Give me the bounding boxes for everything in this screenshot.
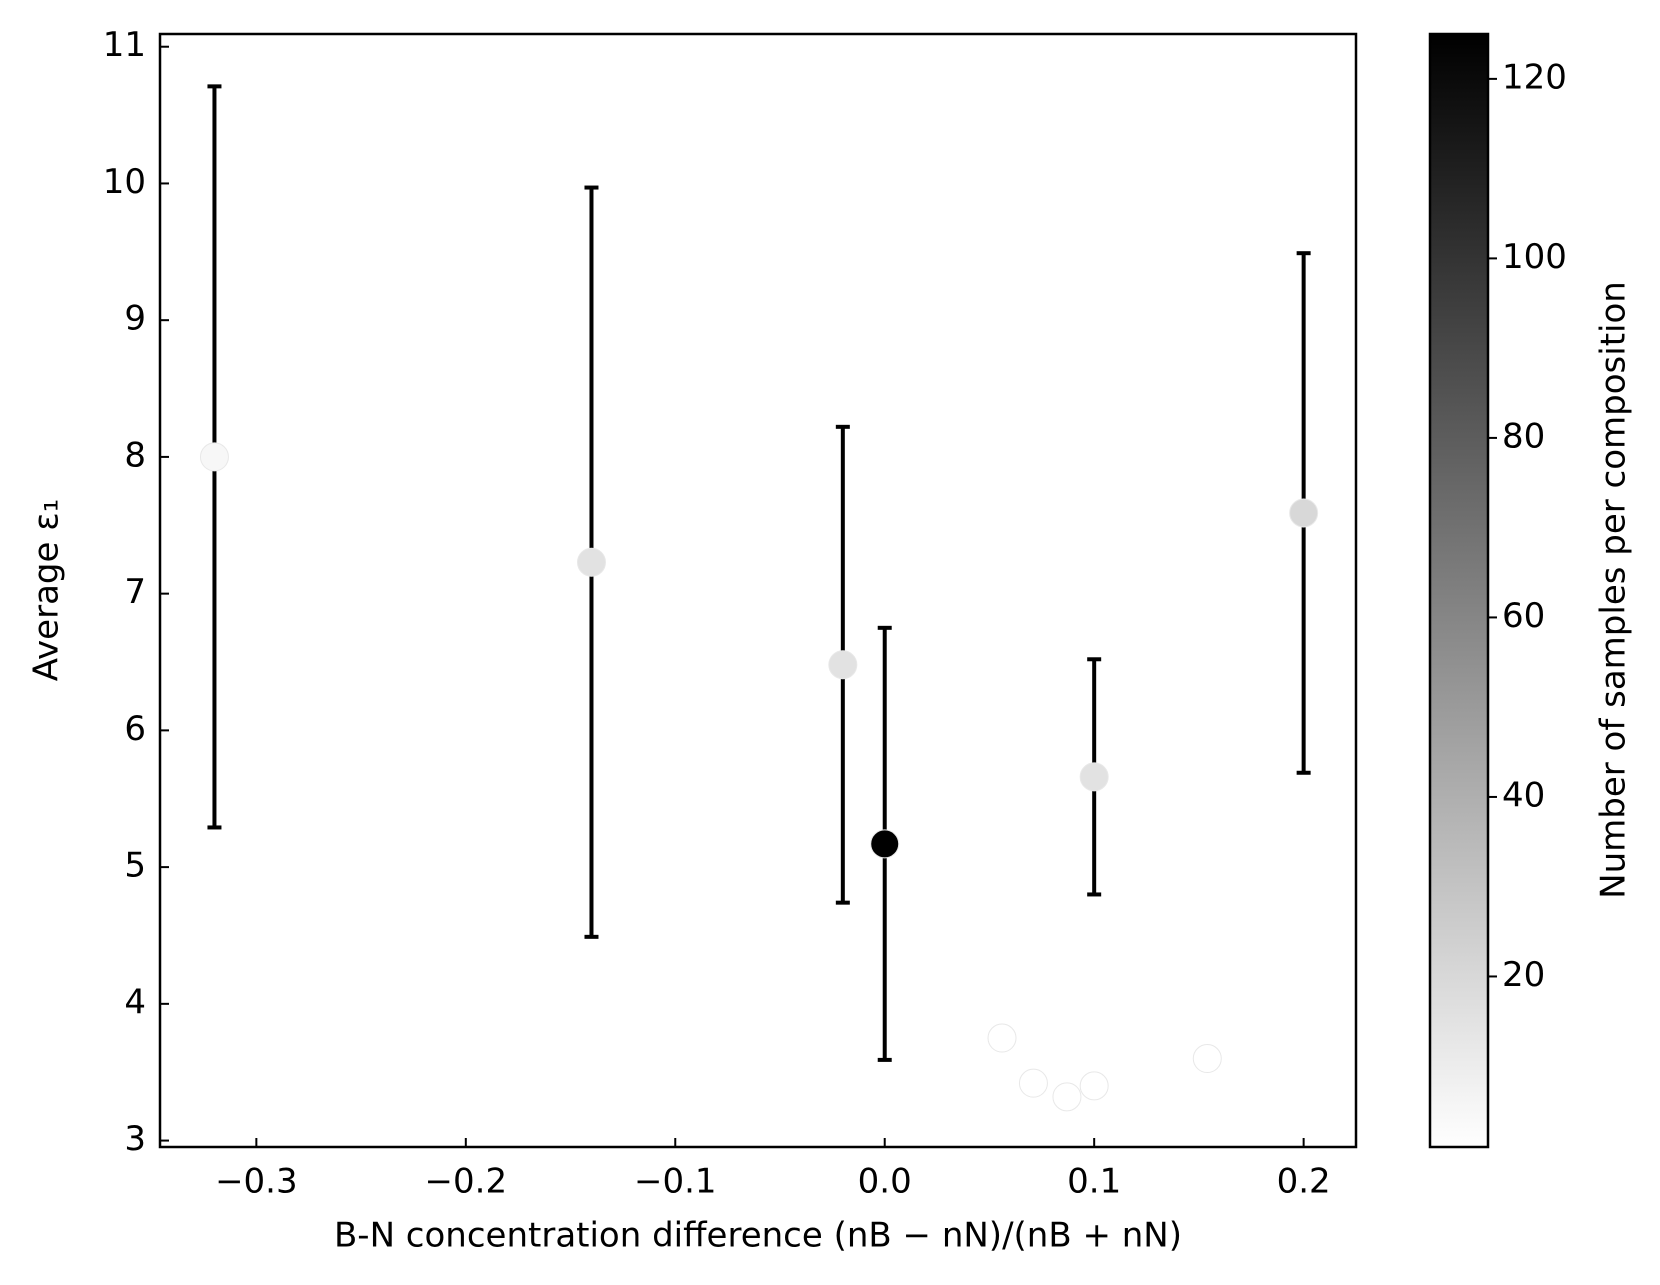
y-tick-label: 5 [124,846,146,886]
point [576,547,606,577]
colorbar-tick-label: 100 [1502,237,1567,277]
x-tick-label: 0.1 [1067,1162,1121,1202]
colorbar-tick-label: 40 [1502,775,1545,815]
y-axis-label: Average ε₁ [27,499,67,681]
point [987,1023,1017,1053]
x-tick-label: −0.3 [215,1162,298,1202]
x-tick-label: 0.0 [858,1162,912,1202]
x-tick-label: −0.1 [634,1162,717,1202]
colorbar-tick-label: 20 [1502,955,1545,995]
y-tick-label: 7 [124,572,146,612]
y-tick-label: 8 [124,435,146,475]
colorbar-tick-label: 80 [1502,416,1545,456]
point [1018,1068,1048,1098]
plot-frame [158,32,1358,1149]
colorbar [1428,32,1490,1149]
y-tick-label: 4 [124,982,146,1022]
colorbar-tick-label: 120 [1502,57,1567,97]
y-tick-label: 10 [103,162,146,202]
point [1289,498,1319,528]
x-tick-label: 0.2 [1277,1162,1331,1202]
point [1192,1044,1222,1074]
colorbar-tick-label: 60 [1502,596,1545,636]
y-tick-label: 6 [124,709,146,749]
point [1079,1071,1109,1101]
point [1079,762,1109,792]
point [199,442,229,472]
point [1052,1082,1082,1112]
y-tick-label: 9 [124,299,146,339]
x-axis-label: B-N concentration difference (nB − nN)/(… [334,1216,1182,1256]
y-tick-label: 3 [124,1119,146,1159]
point [828,650,858,680]
point [870,829,900,859]
y-tick-label: 11 [103,25,146,65]
x-tick-label: −0.2 [425,1162,508,1202]
colorbar-label: Number of samples per composition [1594,281,1634,899]
